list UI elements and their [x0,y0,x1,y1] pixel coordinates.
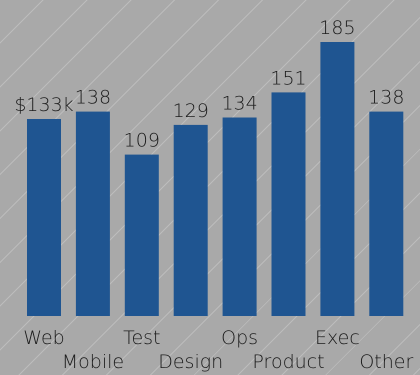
bar-other [369,111,404,316]
bar-test [124,154,159,316]
bar-exec [320,42,355,316]
value-label-design: 129 [173,100,209,122]
value-label-mobile: 138 [75,87,111,109]
value-label-web: $133k [14,94,73,116]
bar-product [271,92,306,317]
category-label-mobile: Mobile [62,351,124,373]
category-label-test: Test [123,327,160,349]
bar-mobile [75,111,110,316]
value-label-other: 138 [368,87,404,109]
category-label-web: Web [23,327,64,349]
value-label-exec: 185 [319,17,355,39]
bar-ops [222,117,257,316]
category-label-product: Product [252,351,324,373]
bar-web [27,119,61,316]
category-label-design: Design [158,351,223,373]
category-label-other: Other [359,351,413,373]
value-label-test: 109 [124,130,160,152]
category-label-exec: Exec [315,327,360,349]
value-label-ops: 134 [221,93,257,115]
category-label-ops: Ops [221,327,258,349]
bar-design [173,124,208,317]
value-label-product: 151 [270,67,306,89]
